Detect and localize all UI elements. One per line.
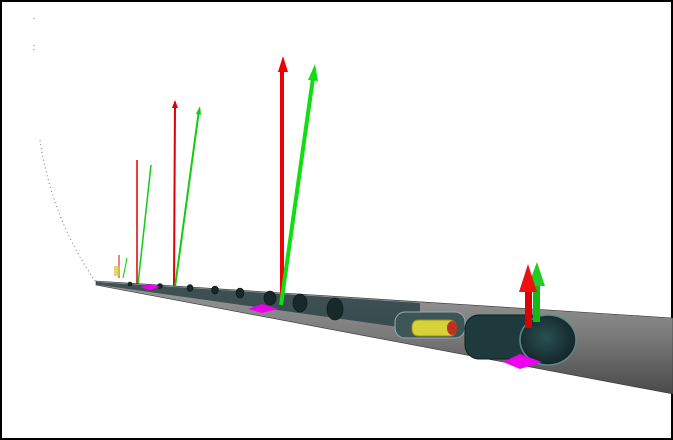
page bbox=[0, 0, 673, 440]
tool-part bbox=[447, 321, 457, 335]
scene-viewport bbox=[0, 0, 673, 440]
tool-marker bbox=[114, 266, 120, 276]
axis-arrow-red bbox=[174, 102, 175, 287]
axis-arrow-red bbox=[525, 288, 532, 328]
